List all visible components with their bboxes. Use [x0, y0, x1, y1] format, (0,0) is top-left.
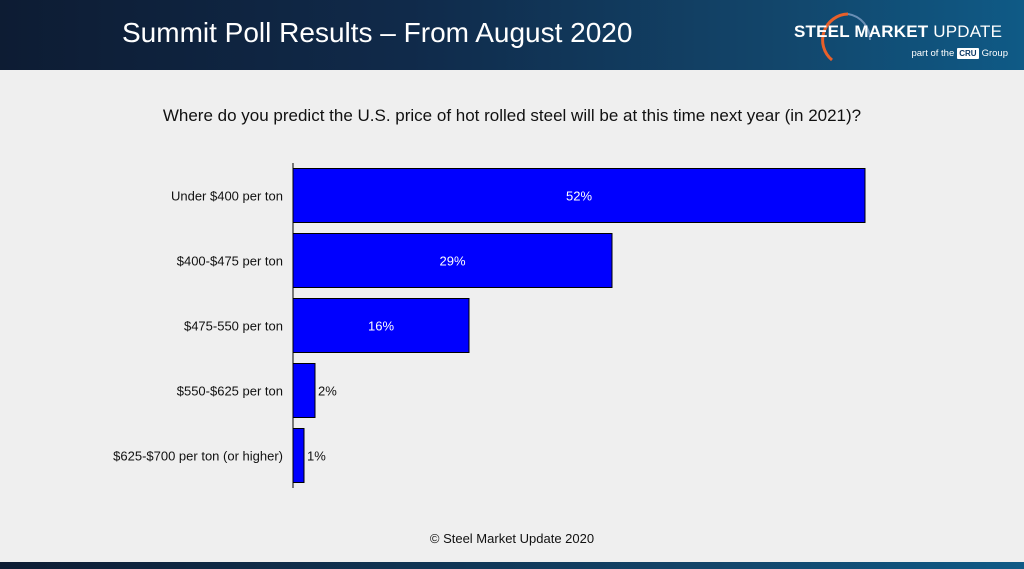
- data-label-4: 1%: [307, 449, 326, 464]
- logo-sub-prefix: part of the: [911, 48, 955, 59]
- footer-bar: [0, 562, 1024, 569]
- bar-4: [292, 428, 305, 483]
- data-label-3: 2%: [318, 384, 337, 399]
- category-label-2: $475-550 per ton: [184, 319, 283, 334]
- cru-badge: CRU: [957, 48, 979, 59]
- slide-title: Summit Poll Results – From August 2020: [122, 17, 633, 48]
- category-label-0: Under $400 per ton: [171, 189, 283, 204]
- copyright-notice: © Steel Market Update 2020: [429, 531, 595, 546]
- logo-subtitle: part of the CRU Group: [911, 48, 1008, 59]
- data-label-1: 29%: [439, 254, 465, 269]
- header-banner: Summit Poll Results – From August 2020 S…: [0, 0, 1024, 70]
- category-label-1: $400-$475 per ton: [177, 254, 283, 269]
- bar-3: [292, 363, 316, 418]
- logo-text: STEEL MARKET UPDATE: [794, 22, 1002, 42]
- data-label-2: 16%: [368, 319, 394, 334]
- logo-sub-suffix: Group: [981, 48, 1008, 59]
- data-label-0: 52%: [566, 189, 592, 204]
- category-label-4: $625-$700 per ton (or higher): [113, 449, 283, 464]
- logo-text-light: UPDATE: [933, 22, 1003, 41]
- chart-title: Where do you predict the U.S. price of h…: [162, 106, 862, 125]
- steel-market-update-logo: STEEL MARKET UPDATE part of the CRU Grou…: [790, 10, 1020, 65]
- logo-text-bold: STEEL MARKET: [794, 22, 929, 41]
- category-label-3: $550-$625 per ton: [177, 384, 283, 399]
- logo-swoosh-icon: [821, 12, 872, 62]
